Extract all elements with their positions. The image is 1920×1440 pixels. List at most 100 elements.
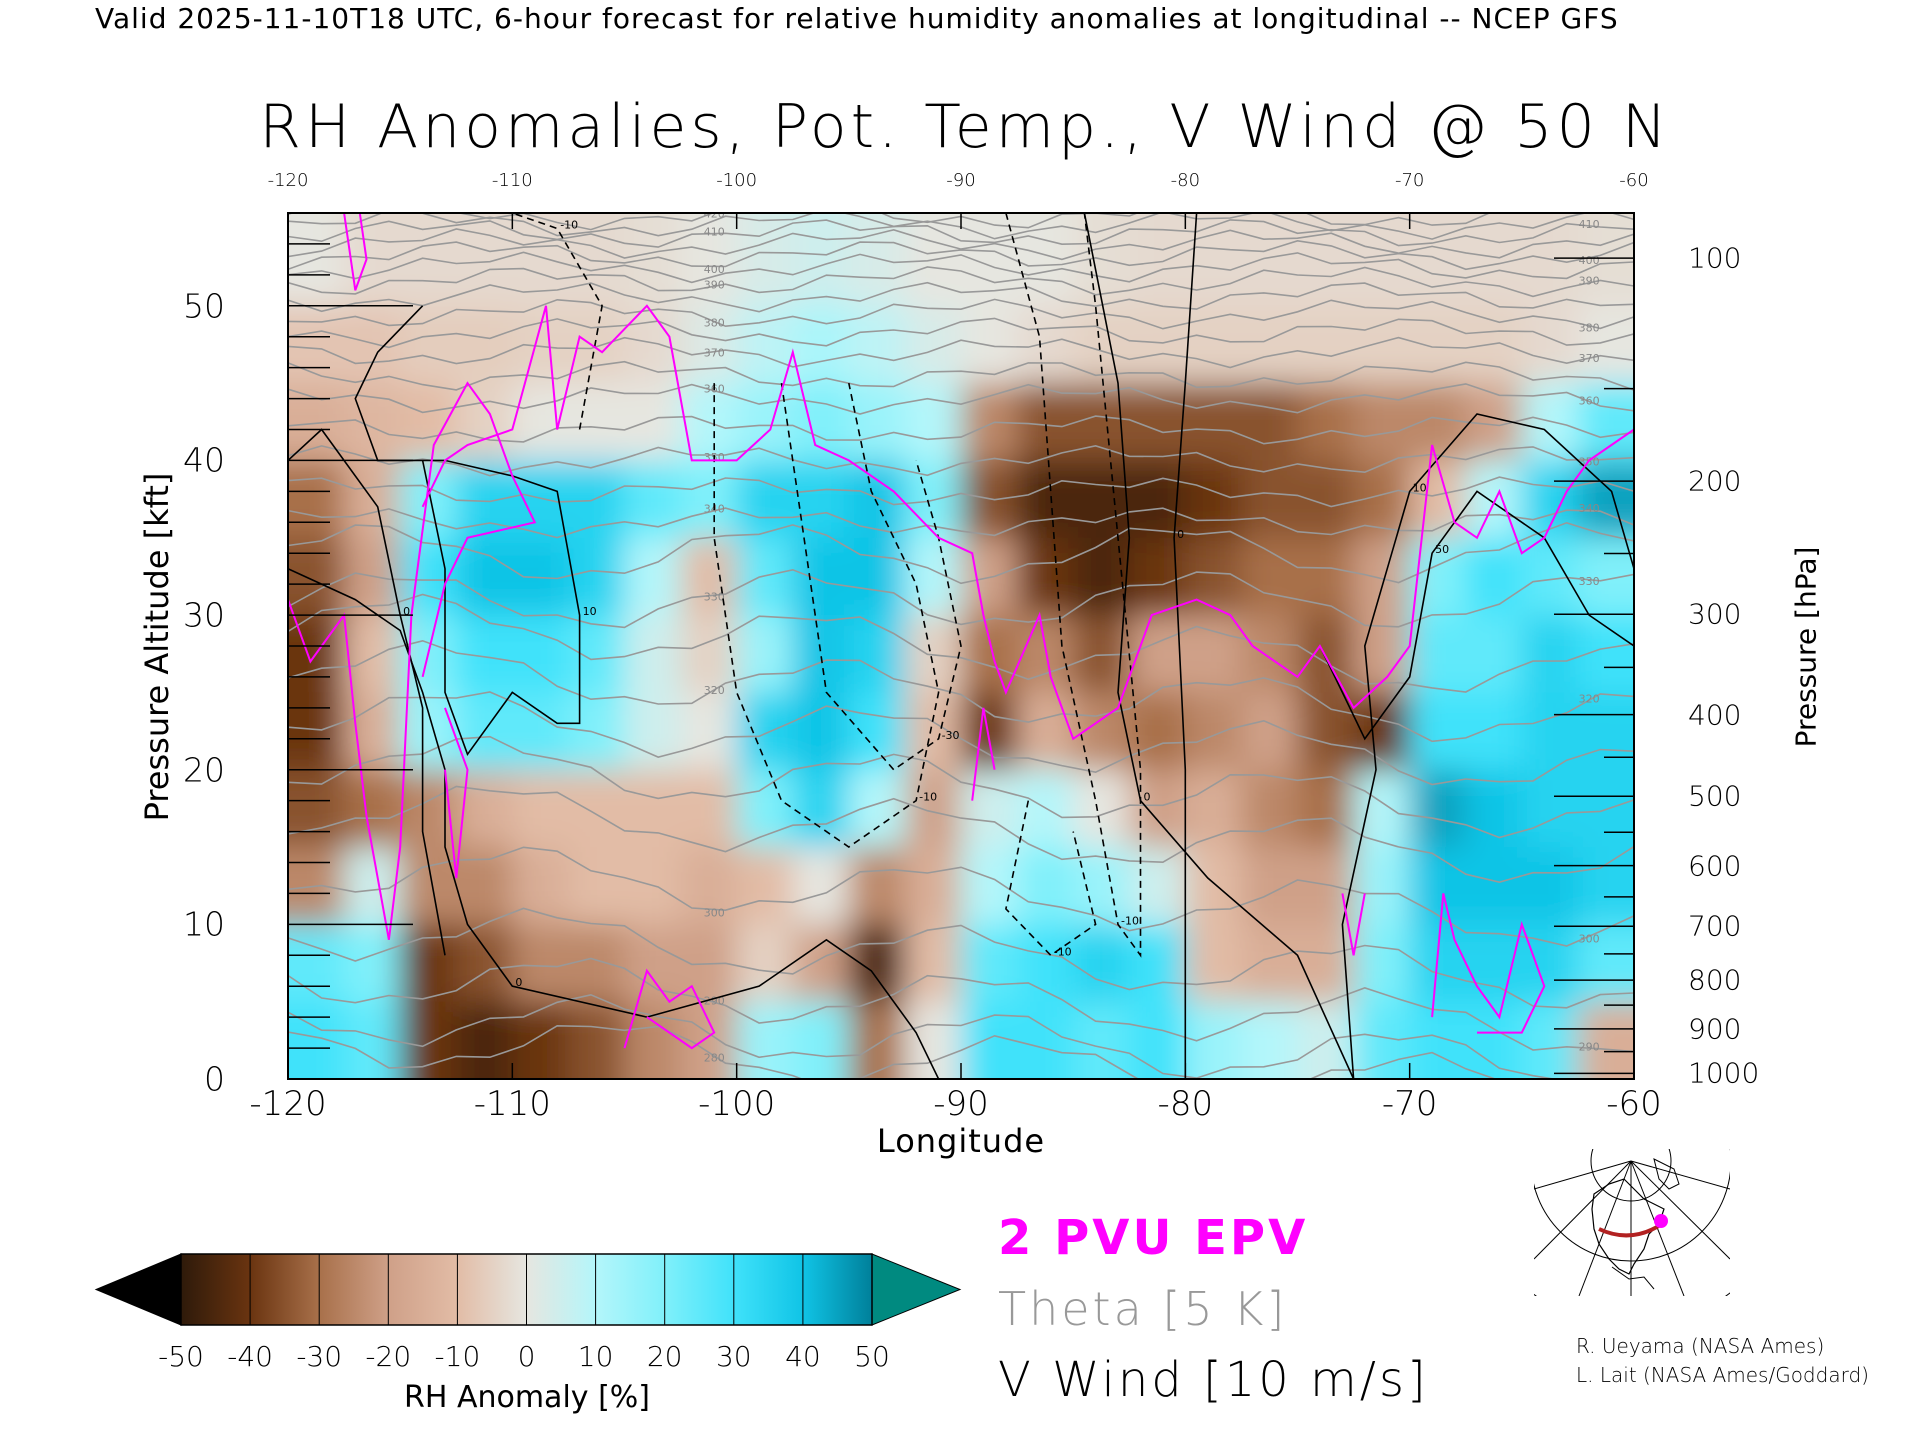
x-axis-title: Longitude (876, 1122, 1046, 1160)
v-wind-contour-label: -10 (919, 791, 937, 804)
rh-cell (1241, 383, 1299, 462)
rh-cell (1129, 615, 1187, 694)
rh-cell (1129, 924, 1187, 1003)
rh-cell (792, 615, 850, 694)
rh-cell (1185, 847, 1243, 926)
colorbar-tick-label: -50 (158, 1340, 204, 1373)
v-wind-contour (713, 382, 940, 848)
rh-cell (961, 692, 1019, 771)
rh-cell (456, 924, 514, 1003)
theta-label: 410 (1579, 218, 1600, 231)
v-wind-contour (288, 567, 940, 1079)
theta-label: 380 (704, 316, 725, 329)
rh-cell (1465, 1001, 1523, 1079)
rh-cell (512, 460, 570, 539)
pv-line (444, 707, 469, 879)
rh-cell (1185, 615, 1243, 694)
v-wind-contour-label: 0 (515, 976, 522, 989)
rh-cell (1521, 1001, 1579, 1079)
rh-cell (288, 769, 346, 849)
colorbar-tick-label: 30 (715, 1340, 752, 1373)
colorbar-tick-label: -20 (365, 1340, 412, 1373)
pressure-tick-label: 500 (1688, 779, 1742, 813)
colorbar-tick-label: -30 (296, 1340, 343, 1373)
legend-theta: Theta [5 K] (998, 1282, 1288, 1336)
v-wind-contour (512, 213, 603, 430)
x-tick-label: -60 (1606, 1084, 1662, 1124)
pv-line (1341, 893, 1366, 956)
theta-line (288, 266, 1634, 298)
theta-label: 420 (1579, 199, 1600, 212)
rh-cell (961, 924, 1019, 1003)
colorbar-tick-label: 20 (646, 1340, 683, 1373)
rh-cell (512, 1001, 570, 1079)
rh-cell (1129, 1001, 1187, 1079)
rh-cell (568, 692, 626, 771)
pressure-tick-label: 1000 (1688, 1056, 1760, 1090)
rh-cell (1185, 537, 1243, 617)
rh-cell (961, 460, 1019, 539)
rh-cell (512, 769, 570, 849)
rh-cell (1577, 305, 1634, 385)
x-tick-label: -120 (249, 1084, 327, 1124)
rh-cell (961, 769, 1019, 849)
theta-label: 400 (1579, 254, 1600, 267)
legend-pv: 2 PVU EPV (998, 1210, 1309, 1266)
colorbar-title: RH Anomaly [%] (404, 1380, 650, 1415)
rh-cell (736, 383, 794, 462)
rh-cell (1409, 924, 1467, 1003)
credit-line-2: L. Lait (NASA Ames/Goddard) (1576, 1363, 1869, 1387)
header-text: Valid 2025-11-10T18 UTC, 6-hour forecast… (95, 2, 1619, 35)
y-tick-label: 10 (183, 904, 225, 944)
theta-label: 400 (704, 263, 725, 276)
rh-cell (848, 692, 906, 771)
colorbar-high-arrow (871, 1253, 962, 1326)
rh-cell (288, 1001, 346, 1079)
rh-cell (736, 769, 794, 849)
top-tick-label: -80 (1170, 170, 1201, 191)
v-wind-contour (354, 305, 581, 756)
rh-cell (400, 924, 458, 1003)
rh-cell (1297, 1001, 1355, 1079)
rh-cell (288, 460, 346, 539)
colorbar-tick-label: 0 (517, 1340, 536, 1373)
rh-cell (624, 460, 682, 539)
rh-cell (1129, 847, 1187, 926)
rh-cell (680, 692, 738, 771)
theta-label: 410 (704, 226, 725, 239)
y-tick-label: 30 (183, 595, 225, 635)
x-tick-label: -90 (933, 1084, 989, 1124)
rh-cell (1577, 615, 1634, 694)
rh-cell (344, 924, 402, 1003)
v-wind-contour-label: 10 (1413, 481, 1427, 494)
rh-cell (1017, 924, 1075, 1003)
rh-cell (680, 769, 738, 849)
rh-cell (904, 537, 962, 617)
rh-cell (568, 847, 626, 926)
rh-cell (1297, 615, 1355, 694)
rh-cell (1521, 847, 1579, 926)
theta-line (288, 444, 1634, 477)
rh-cell (1465, 847, 1523, 926)
rh-cell (848, 924, 906, 1003)
theta-label: 420 (704, 207, 725, 220)
rh-cell (624, 305, 682, 385)
rh-cell (1241, 460, 1299, 539)
rh-cell (568, 383, 626, 462)
x-tick-label: -70 (1381, 1084, 1438, 1124)
theta-line (288, 907, 1634, 1009)
rh-cell (848, 847, 906, 926)
rh-cell (624, 924, 682, 1003)
rh-cell (1521, 769, 1579, 849)
v-wind-contour-label: -10 (1121, 914, 1139, 927)
rh-cell (792, 537, 850, 617)
pressure-axis-title: Pressure [hPa] (1789, 546, 1823, 748)
rh-cell (1409, 847, 1467, 926)
rh-cell (1073, 383, 1131, 462)
rh-cell (961, 615, 1019, 694)
plot-frame (287, 212, 1635, 1080)
rh-cell (1017, 537, 1075, 617)
rh-cell (456, 769, 514, 849)
pressure-tick-label: 600 (1688, 849, 1742, 883)
